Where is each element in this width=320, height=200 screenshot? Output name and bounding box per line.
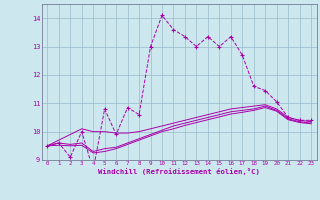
X-axis label: Windchill (Refroidissement éolien,°C): Windchill (Refroidissement éolien,°C)	[98, 168, 260, 175]
